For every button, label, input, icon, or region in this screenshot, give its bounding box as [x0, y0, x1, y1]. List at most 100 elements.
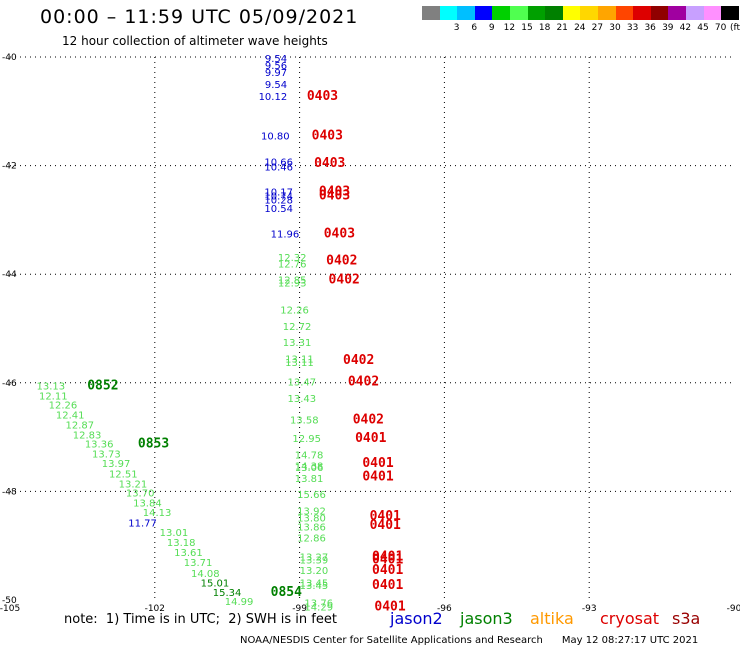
legend-swatch: [527, 6, 546, 20]
legend-label: 18: [538, 23, 551, 33]
pass-time-label: 0853: [138, 437, 169, 452]
pass-time-label: 0852: [87, 379, 118, 394]
x-tick-label: -96: [437, 604, 452, 614]
wave-height-label: 9.54: [265, 54, 287, 65]
legend-swatch: [703, 6, 722, 20]
legend-swatch: [615, 6, 634, 20]
wave-height-label: 10.80: [261, 132, 290, 143]
legend-label: 3: [453, 23, 460, 33]
wave-height-label: 12.76: [278, 259, 307, 270]
legend-label: 33: [626, 23, 639, 33]
wave-height-label: 10.12: [259, 92, 288, 103]
satellite-label-cryosat: cryosat: [600, 609, 660, 628]
wave-height-label: 12.26: [49, 401, 78, 412]
chart-title: 00:00 – 11:59 UTC 05/09/2021: [40, 6, 359, 28]
legend-swatch: [439, 6, 458, 20]
legend-swatch: [510, 6, 528, 20]
wave-height-label: 10.17: [264, 188, 293, 199]
wave-height-label: 13.84: [133, 498, 162, 509]
satellite-label-altika: altika: [530, 609, 574, 628]
pass-time-label: 0401: [370, 518, 401, 533]
legend-label: 15: [521, 23, 533, 33]
satellite-label-jason2: jason2: [390, 609, 443, 628]
wave-height-label: 12.26: [280, 305, 309, 316]
wave-height-label: 14.08: [191, 569, 220, 580]
wave-height-label: 11.77: [128, 518, 157, 529]
wave-height-label: 14.13: [143, 508, 172, 519]
legend-swatch: [650, 6, 669, 20]
wave-height-label: 13.11: [285, 358, 314, 369]
wave-height-label: 13.18: [167, 538, 196, 549]
wave-height-label: 15.66: [297, 490, 326, 501]
legend-label: 6: [471, 23, 478, 33]
legend-unit: (ft): [730, 23, 740, 33]
pass-time-label: 0401: [372, 550, 403, 565]
wave-height-label: 14.78: [295, 450, 324, 461]
legend-label: 27: [591, 23, 604, 33]
pass-time-label: 0403: [314, 156, 345, 171]
wave-height-label: 13.45: [300, 579, 329, 590]
wave-height-label: 13.39: [300, 555, 329, 566]
wave-height-label: 12.95: [292, 434, 321, 445]
wave-height-label: 14.38: [295, 461, 324, 472]
pass-time-label: 0854: [271, 585, 302, 600]
pass-time-label: 0401: [362, 456, 393, 471]
wave-height-label: 13.92: [297, 506, 326, 517]
wave-height-label: 12.83: [73, 430, 102, 441]
wave-height-label: 13.31: [283, 338, 312, 349]
pass-time-label: 0401: [374, 600, 405, 615]
wave-height-label: 13.21: [119, 479, 148, 490]
legend-swatch: [721, 6, 740, 20]
wave-height-label: 13.70: [126, 488, 155, 499]
legend-swatch: [562, 6, 581, 20]
satellite-label-s3a: s3a: [672, 609, 701, 628]
wave-height-label: 12.87: [66, 421, 95, 432]
chart-subtitle: 12 hour collection of altimeter wave hei…: [62, 34, 328, 48]
wave-height-label: 15.01: [201, 579, 230, 590]
wave-height-label: 13.80: [297, 513, 326, 524]
legend-label: 21: [556, 23, 568, 33]
wave-height-label: 13.43: [288, 394, 317, 405]
footer-credit: NOAA/NESDIS Center for Satellite Applica…: [240, 635, 699, 646]
wave-height-label: 13.86: [297, 523, 326, 534]
wave-height-label: 9.97: [265, 68, 287, 79]
pass-time-label: 0402: [348, 375, 379, 390]
legend-label: 36: [644, 23, 656, 33]
wave-height-label: 12.93: [278, 278, 307, 289]
pass-time-label: 0401: [372, 578, 403, 593]
y-tick-label: -50: [2, 596, 17, 606]
legend-swatch: [457, 6, 476, 20]
wave-height-label: 12.32: [278, 253, 307, 264]
x-tick-label: -105: [0, 604, 20, 614]
wave-height-label: 13.76: [304, 599, 333, 610]
x-tick-label: -93: [582, 604, 597, 614]
pass-time-label: 0403: [307, 89, 338, 104]
wave-height-label: 12.41: [56, 410, 85, 421]
y-tick-label: -44: [2, 270, 17, 280]
wave-height-label: 13.01: [160, 528, 189, 539]
wave-height-label: 12.86: [297, 534, 326, 545]
wave-height-label: 12.11: [39, 391, 68, 402]
y-tick-label: -40: [2, 53, 17, 63]
y-tick-label: -48: [2, 487, 17, 497]
pass-time-label: 0402: [343, 353, 374, 368]
pass-time-label: 0401: [372, 563, 403, 578]
legend-label: 70: [714, 23, 727, 33]
wave-height-label: 13.81: [295, 474, 324, 485]
legend-swatch: [580, 6, 599, 20]
wave-height-label: 12.72: [283, 322, 312, 333]
wave-height-label: 12.51: [109, 469, 138, 480]
wave-height-label: 13.61: [174, 548, 203, 559]
wave-height-label: 11.96: [271, 229, 300, 240]
legend-label: 30: [609, 23, 621, 33]
wave-height-label: 10.28: [264, 195, 293, 206]
legend-swatch: [474, 6, 493, 20]
pass-time-label: 0403: [319, 185, 350, 200]
legend-label: 45: [697, 23, 709, 33]
wave-height-label: 10.66: [264, 157, 293, 168]
legend-label: 12: [503, 23, 516, 33]
wave-height-label: 14.29: [304, 603, 333, 614]
legend-label: 9: [488, 23, 495, 33]
pass-time-label: 0401: [372, 552, 403, 567]
